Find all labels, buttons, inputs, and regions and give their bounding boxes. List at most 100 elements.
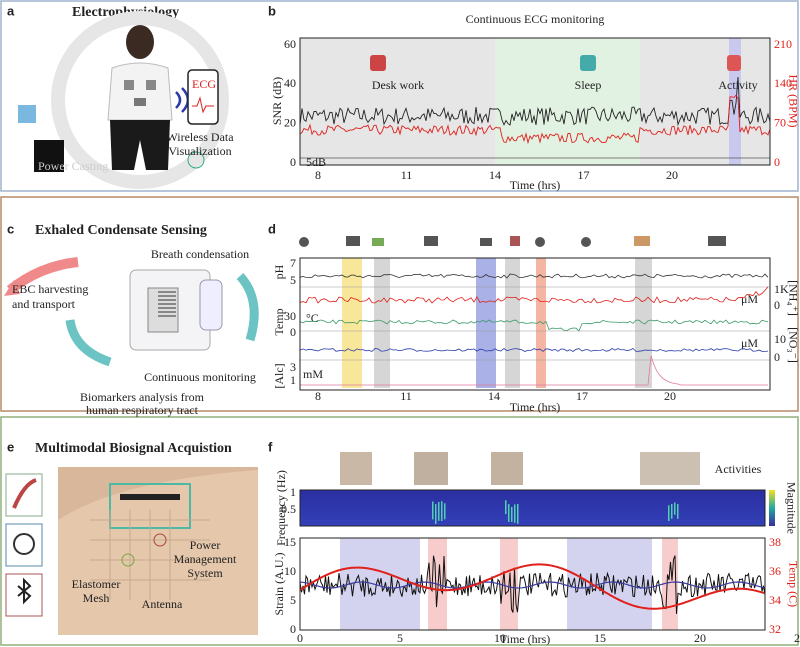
spectrogram-burst (432, 501, 434, 520)
spectrogram-burst (671, 503, 673, 519)
biomarker-plot (299, 236, 770, 388)
biomarkers-label: human respiratory tract (86, 403, 199, 417)
plot-frame (299, 37, 771, 166)
y-axis-label: Temp (272, 308, 286, 335)
panel-label: a (7, 3, 15, 18)
threshold-label: 5dB (306, 155, 326, 169)
tick-label: 0 (774, 298, 780, 312)
signal-trace (299, 581, 766, 589)
y-axis-label: Frequency (Hz) (274, 470, 288, 546)
tick-label: 40 (284, 76, 296, 90)
tick-label: 20 (694, 631, 706, 645)
power-label: Power (190, 538, 221, 552)
activities-label: Activities (715, 462, 762, 476)
wireless-label: Visualization (168, 144, 231, 158)
panel-label: d (268, 221, 276, 236)
tick-label: 60 (284, 37, 296, 51)
biomarkers-label: Biomarkers analysis from (80, 390, 205, 404)
person-illustration: Power Casting (18, 11, 229, 189)
panel-label: f (268, 439, 273, 454)
x-axis-label: Time (hrs) (510, 178, 561, 192)
tick-label: 0 (297, 631, 303, 645)
tick-label: 1 (290, 485, 296, 499)
tick-label: 5 (397, 631, 403, 645)
panel-label: b (268, 3, 276, 18)
tick-label: 25 (794, 631, 800, 645)
tick-label: 5 (290, 593, 296, 607)
tick-label: 70 (774, 115, 786, 129)
mesh-label: Elastomer (72, 577, 121, 591)
signal-trace (299, 76, 771, 127)
tick-label: 20 (666, 168, 678, 182)
tick-label: 0 (774, 155, 780, 169)
y2-axis-label: Temp (C) (786, 561, 800, 607)
tick-label: 15 (284, 535, 296, 549)
frame-bottom (0, 416, 799, 646)
y-axis-label: [Alc] (272, 363, 286, 388)
signal-trace (299, 286, 769, 304)
unit-label: μM (741, 292, 758, 306)
tick-label: 15 (594, 631, 606, 645)
tick-label: 0 (290, 325, 296, 339)
tick-label: 11 (401, 168, 413, 182)
y-axis-label: SNR (dB) (270, 77, 284, 125)
activity-label: Sleep (575, 78, 602, 92)
spectrogram-burst (517, 503, 519, 524)
tick-label: 10 (284, 564, 296, 578)
tick-label: 36 (769, 564, 781, 578)
power-casting-label: Power Casting (38, 159, 108, 173)
frame-top (0, 0, 799, 192)
panel-label: c (7, 221, 14, 236)
signal-trace (299, 273, 769, 279)
tick-label: 3 (290, 360, 296, 374)
tick-label: 0 (290, 622, 296, 636)
signal-trace (299, 319, 769, 332)
tick-label: 32 (769, 622, 781, 636)
tick-label: 10 (494, 631, 506, 645)
power-label: System (187, 566, 223, 580)
tick-label: 20 (664, 389, 676, 403)
unit-label: μM (741, 336, 758, 350)
photo-illustration (5, 467, 258, 635)
tick-label: 17 (576, 389, 588, 403)
x-axis-label: Time (hrs) (500, 632, 551, 646)
tick-label: 0.5 (281, 502, 296, 516)
tick-label: 8 (315, 168, 321, 182)
spectrogram-burst (441, 501, 443, 522)
tick-label: 30 (284, 309, 296, 323)
y-axis-label: pH (272, 264, 286, 279)
spectrogram-burst (505, 500, 507, 515)
tick-label: 140 (774, 76, 792, 90)
y2-axis-label: HR (BPM) (786, 74, 800, 127)
spectrogram-burst (438, 502, 440, 521)
tick-label: 11 (400, 389, 412, 403)
tick-label: 1 (290, 373, 296, 387)
spectrogram-burst (674, 502, 676, 515)
tick-label: 0 (290, 155, 296, 169)
spectrogram-burst (435, 504, 437, 525)
x-axis-label: Time (hrs) (510, 400, 561, 414)
tick-label: 10 (774, 332, 786, 346)
signal-trace (299, 563, 765, 610)
tick-label: 17 (578, 168, 590, 182)
antenna-label: Antenna (142, 597, 183, 611)
tick-label: 210 (774, 37, 792, 51)
signal-trace (299, 94, 771, 145)
panel-label: e (7, 439, 14, 454)
tick-label: 1K (774, 282, 789, 296)
panel-title: Multimodal Biosignal Acquistion (35, 441, 232, 456)
tick-label: 34 (769, 593, 781, 607)
tick-label: 7 (290, 256, 296, 270)
spectrogram-burst (511, 506, 513, 522)
tick-label: 0 (774, 350, 780, 364)
colorbar-label: Magnitude (784, 482, 798, 534)
wireless-label: Wireless Data (166, 130, 234, 144)
spectrogram-burst (444, 503, 446, 520)
ecg-label: ECG (192, 77, 216, 91)
spectrogram-burst (514, 504, 516, 523)
signal-trace (299, 347, 769, 352)
spectrogram-burst (668, 505, 670, 521)
